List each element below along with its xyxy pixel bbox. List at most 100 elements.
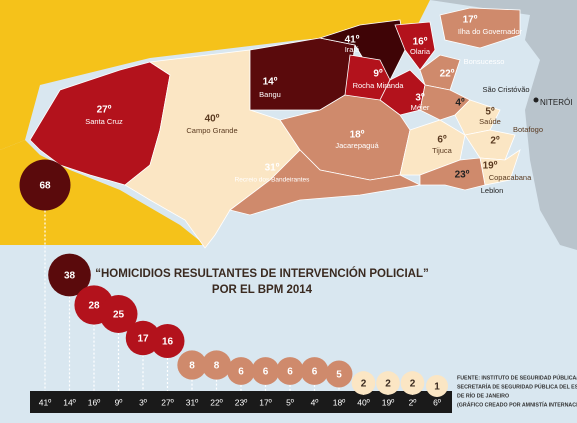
region-number: 18º — [350, 130, 365, 141]
value-label: 6 — [287, 367, 293, 378]
bubble — [19, 159, 71, 211]
region-name: Copacabana — [489, 173, 532, 182]
bubble — [400, 371, 425, 395]
value-label: 28 — [88, 301, 100, 312]
region-name: Olaria — [410, 47, 431, 56]
category-label: 17º — [259, 397, 272, 407]
region-name: Campo Grande — [186, 126, 237, 135]
region-number: 6º — [437, 135, 447, 146]
region-name: Jacarepaguá — [335, 141, 379, 150]
value-label: 25 — [113, 310, 125, 321]
category-label: 22º — [210, 397, 223, 407]
value-label: 8 — [189, 361, 195, 372]
bubble — [201, 350, 232, 380]
region-name: Irajá — [345, 45, 360, 54]
region-name: Rocha Miranda — [353, 81, 405, 90]
region-number: 14º — [263, 77, 278, 88]
label-bar — [30, 391, 452, 413]
region — [394, 21, 436, 71]
value-label: 6 — [263, 367, 269, 378]
source-line: DE RÍO DE JANEIRO — [457, 391, 509, 399]
region-number: 9º — [373, 69, 383, 80]
bubble — [276, 357, 304, 385]
value-label: 1 — [434, 382, 440, 393]
region-name: Bangu — [259, 90, 281, 99]
bubble — [150, 324, 185, 358]
region-name: Recreio dos Bandeirantes — [235, 177, 311, 184]
region — [318, 19, 406, 81]
region-number: 2º — [490, 136, 500, 147]
value-label: 5 — [336, 370, 342, 381]
region-name: Santa Cruz — [85, 117, 123, 126]
region — [439, 7, 521, 49]
bubble — [376, 371, 400, 395]
region-number: 19º — [483, 161, 498, 172]
region-name: Botafogo — [513, 125, 543, 134]
region-name: Saúde — [479, 117, 501, 126]
bubble — [227, 357, 255, 385]
region-number: 4º — [455, 98, 465, 109]
bubble — [251, 357, 280, 385]
source-line: (GRÁFICO CREADO POR AMNISTÍA INTERNACION… — [457, 400, 577, 408]
bubble — [177, 350, 207, 380]
value-label: 68 — [39, 181, 51, 192]
value-label: 8 — [214, 361, 220, 372]
region-name: Méier — [411, 103, 430, 112]
region-number: 3º — [415, 93, 425, 104]
category-label: 16º — [88, 397, 101, 407]
niteroi-land — [430, 0, 577, 250]
region-number: 31º — [265, 163, 280, 174]
region-number: 41º — [345, 35, 360, 46]
chart-title: “HOMICIDIOS RESULTANTES DE INTERVENCIÓN … — [95, 267, 429, 280]
category-label: 19º — [382, 397, 395, 407]
category-label: 27º — [161, 397, 174, 407]
category-label: 14º — [63, 397, 76, 407]
bubble — [426, 375, 448, 397]
source-line: SECRETARÍA DE SEGURIDAD PÚBLICA DEL ESTA… — [457, 382, 577, 390]
region-number: 23º — [455, 170, 470, 181]
category-label: 5º — [286, 397, 294, 407]
category-label: 6º — [433, 397, 441, 407]
category-label: 40º — [357, 397, 370, 407]
value-label: 6 — [312, 367, 318, 378]
region-name: Ilha do Governador — [458, 27, 523, 36]
region-name: São Cristóvão — [482, 85, 529, 94]
category-label: 3º — [139, 397, 147, 407]
category-label: 18º — [333, 397, 346, 407]
source-line: FUENTE: INSTITUTO DE SEGURIDAD PÚBLICA/ — [457, 374, 577, 381]
city-label: NITERÓI — [540, 98, 572, 107]
value-label: 6 — [238, 367, 244, 378]
category-label: 31º — [186, 397, 199, 407]
region — [124, 49, 301, 249]
region-name: Leblon — [481, 186, 504, 195]
category-label: 9º — [115, 397, 123, 407]
bubble — [351, 371, 376, 395]
category-label: 2º — [409, 397, 417, 407]
value-label: 16 — [162, 337, 174, 348]
value-label: 2 — [410, 379, 416, 390]
bubble — [99, 295, 138, 333]
chart-subtitle: POR EL BPM 2014 — [212, 284, 313, 296]
value-label: 38 — [64, 271, 76, 282]
region-number: 16º — [413, 37, 428, 48]
value-label: 2 — [385, 379, 391, 390]
category-label: 41º — [39, 397, 52, 407]
region-number: 40º — [205, 114, 220, 125]
region — [419, 157, 486, 191]
value-label: 2 — [361, 379, 367, 390]
region-number: 27º — [97, 105, 112, 116]
category-label: 4º — [311, 397, 319, 407]
city-dot — [533, 97, 539, 103]
bubble — [48, 253, 91, 297]
region-number: 17º — [463, 15, 478, 26]
map-regions — [29, 7, 521, 249]
region-number: 5º — [485, 107, 495, 118]
region-name: Tijuca — [432, 146, 453, 155]
region-name: Bonsucesso — [464, 57, 505, 66]
region — [419, 54, 461, 91]
value-label: 17 — [137, 334, 149, 345]
region-number: 22º — [440, 69, 455, 80]
bubble — [300, 357, 329, 385]
bubble — [325, 360, 353, 388]
